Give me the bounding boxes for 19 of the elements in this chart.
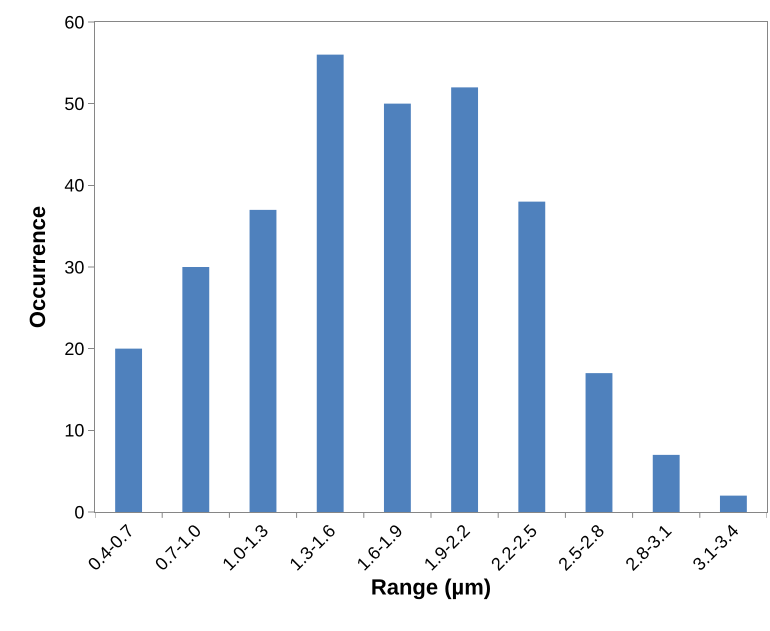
bar [586,373,612,512]
bar [250,210,276,512]
y-tick-label: 50 [64,94,84,114]
y-tick-label: 60 [64,12,84,32]
y-tick-label: 0 [74,502,84,522]
bar [182,267,210,512]
bar [384,104,411,512]
bar [652,454,680,512]
bar [720,496,747,512]
y-tick-label: 40 [64,176,84,196]
bar [316,54,344,512]
y-axis-title: Occurrence [25,206,50,328]
y-tick-label: 10 [64,420,84,441]
x-axis-title: Range (µm) [370,574,492,600]
bar [115,348,142,512]
bar [451,87,478,512]
y-tick-label: 20 [64,338,84,359]
bar [518,202,546,512]
y-tick-label: 30 [64,257,84,278]
